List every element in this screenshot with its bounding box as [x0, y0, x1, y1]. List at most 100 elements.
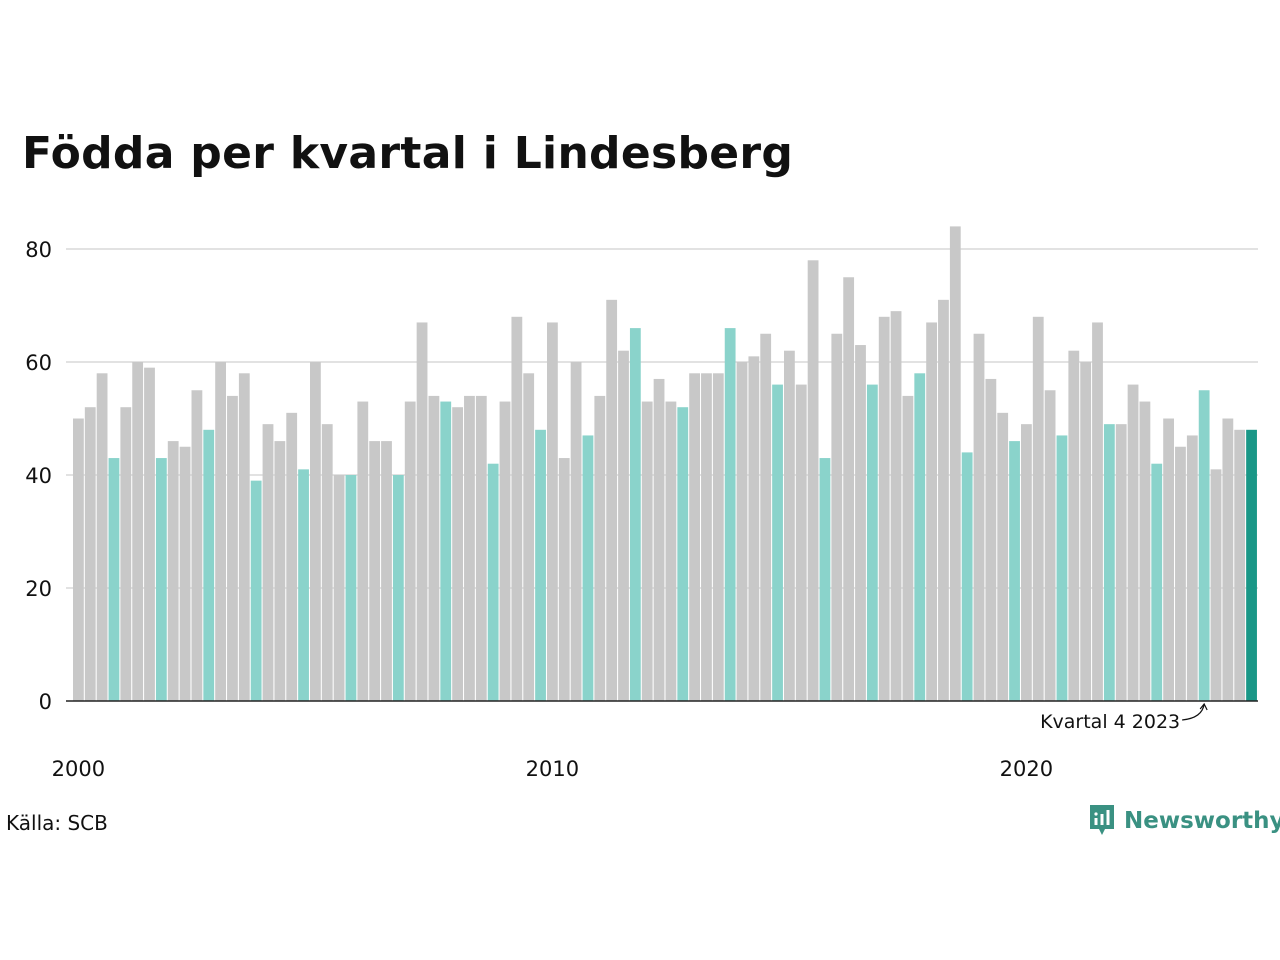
bar — [1080, 362, 1092, 701]
bar — [973, 333, 985, 701]
y-tick-label: 80 — [25, 238, 52, 262]
bar — [1222, 418, 1234, 701]
bar — [511, 316, 523, 701]
x-tick-label: 2010 — [526, 757, 579, 781]
bar — [689, 373, 700, 701]
bar — [784, 350, 795, 701]
bar — [345, 475, 357, 701]
bar — [772, 384, 783, 701]
bar — [310, 362, 321, 701]
bar — [985, 378, 997, 701]
bar — [155, 458, 167, 701]
bar — [1009, 441, 1020, 701]
bar — [902, 395, 914, 701]
annotation-arrow — [1182, 702, 1208, 721]
bar — [1115, 424, 1127, 701]
bar — [938, 299, 949, 701]
bar — [736, 362, 748, 701]
source-note: Källa: SCB — [6, 811, 108, 835]
bar — [1246, 429, 1257, 701]
y-tick-label: 40 — [25, 464, 52, 488]
bar — [179, 446, 191, 701]
y-tick-label: 60 — [25, 351, 52, 375]
annotation: Kvartal 4 2023 — [1040, 702, 1208, 733]
newsworthy-logo-icon — [1090, 805, 1114, 835]
bar — [961, 452, 973, 701]
bar — [606, 299, 618, 701]
bar — [1198, 390, 1210, 701]
chart-title: Födda per kvartal i Lindesberg — [22, 128, 794, 179]
bar — [949, 226, 961, 701]
bar — [855, 345, 866, 701]
x-tick-label: 2020 — [1000, 757, 1053, 781]
bar — [1056, 435, 1068, 701]
bar — [487, 463, 499, 701]
bar — [132, 362, 144, 701]
bar — [795, 384, 807, 701]
bar — [1103, 424, 1115, 701]
bar — [96, 373, 108, 701]
bar — [1175, 446, 1186, 701]
bar — [404, 401, 416, 701]
bar — [1186, 435, 1198, 701]
bar — [1151, 463, 1163, 701]
bar — [108, 458, 120, 701]
bar — [831, 333, 843, 701]
bar — [1139, 401, 1151, 701]
bars — [73, 226, 1257, 701]
bar — [203, 429, 215, 701]
bar — [440, 401, 452, 701]
bar — [120, 407, 132, 701]
brand-name: Newsworthy — [1124, 808, 1280, 834]
bar — [594, 395, 606, 701]
bar — [629, 328, 641, 701]
bar — [760, 333, 772, 701]
bar — [286, 412, 298, 701]
bar — [1210, 469, 1222, 701]
bar — [428, 395, 440, 701]
bar — [523, 373, 535, 701]
bar — [582, 435, 594, 701]
bar — [392, 475, 404, 701]
bar — [1163, 418, 1174, 701]
bar — [1021, 424, 1032, 701]
bar — [191, 390, 203, 701]
bar — [997, 412, 1009, 701]
bar — [618, 350, 629, 701]
bar — [807, 260, 819, 701]
bar — [1127, 384, 1139, 701]
bar — [701, 373, 712, 701]
bar — [1068, 350, 1080, 701]
bar — [144, 367, 155, 701]
bar — [535, 429, 546, 701]
x-axis-ticks: 2000 2010 2020 — [52, 757, 1053, 781]
bar — [167, 441, 179, 701]
bar — [558, 458, 570, 701]
y-tick-label: 20 — [25, 577, 52, 601]
bar — [84, 407, 96, 701]
bar — [641, 401, 653, 701]
bar — [843, 277, 855, 701]
annotation-label: Kvartal 4 2023 — [1040, 711, 1180, 733]
bar — [215, 362, 226, 701]
bar — [653, 378, 665, 701]
bar — [724, 328, 736, 701]
bar — [73, 418, 84, 701]
bar — [381, 441, 392, 701]
bar — [547, 322, 558, 701]
bar — [665, 401, 677, 701]
bar — [819, 458, 831, 701]
bar — [677, 407, 689, 701]
bar — [452, 407, 463, 701]
bar — [333, 475, 345, 701]
bar — [914, 373, 926, 701]
bar — [926, 322, 937, 701]
bar — [321, 424, 333, 701]
bar — [1092, 322, 1103, 701]
bar — [475, 395, 487, 701]
bar — [298, 469, 309, 701]
bar — [416, 322, 428, 701]
bar — [1044, 390, 1056, 701]
brand-logo: Newsworthy — [1088, 803, 1280, 839]
